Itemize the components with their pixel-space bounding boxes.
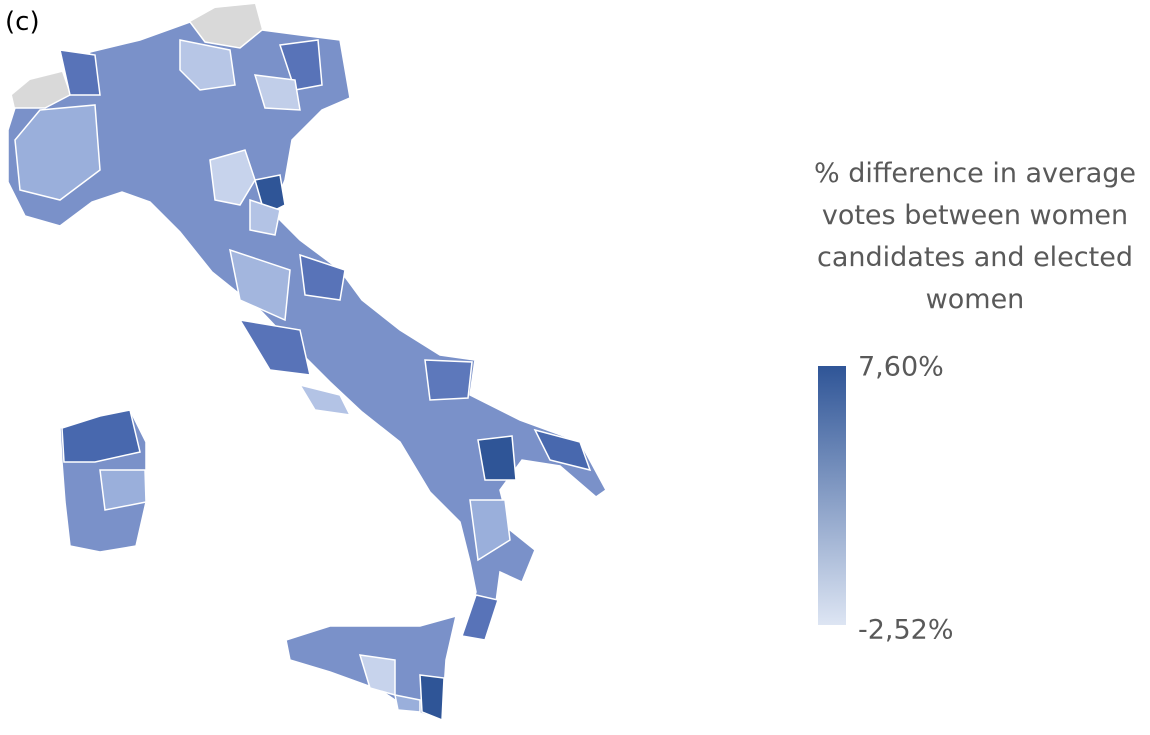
province (253, 74, 301, 111)
color-scale (818, 366, 846, 625)
province (299, 253, 346, 301)
province (249, 198, 281, 236)
province (394, 694, 421, 713)
province (61, 409, 141, 463)
province (238, 318, 311, 376)
province (209, 149, 256, 206)
province (469, 499, 511, 562)
province (14, 104, 101, 201)
province (179, 39, 236, 91)
province (424, 359, 473, 401)
legend-title: women (926, 284, 1025, 315)
legend: % difference in average votes between wom… (814, 158, 1136, 646)
legend-min-label: -2,52% (858, 615, 954, 646)
legend-title: candidates and elected (817, 242, 1133, 273)
mainland (7, 21, 607, 641)
province (533, 428, 592, 472)
legend-title: % difference in average (814, 158, 1136, 189)
panel-label: (c) (5, 7, 40, 37)
province (59, 49, 101, 96)
province (298, 383, 352, 416)
province (229, 248, 291, 322)
province (99, 469, 147, 511)
legend-title: votes between women (822, 200, 1128, 231)
province (477, 435, 517, 481)
province (461, 594, 499, 641)
province (279, 39, 323, 91)
no-data-area (190, 4, 262, 48)
legend-max-label: 7,60% (858, 352, 944, 383)
province (419, 674, 445, 722)
no-data-area (12, 72, 70, 108)
italy-map (7, 4, 607, 722)
